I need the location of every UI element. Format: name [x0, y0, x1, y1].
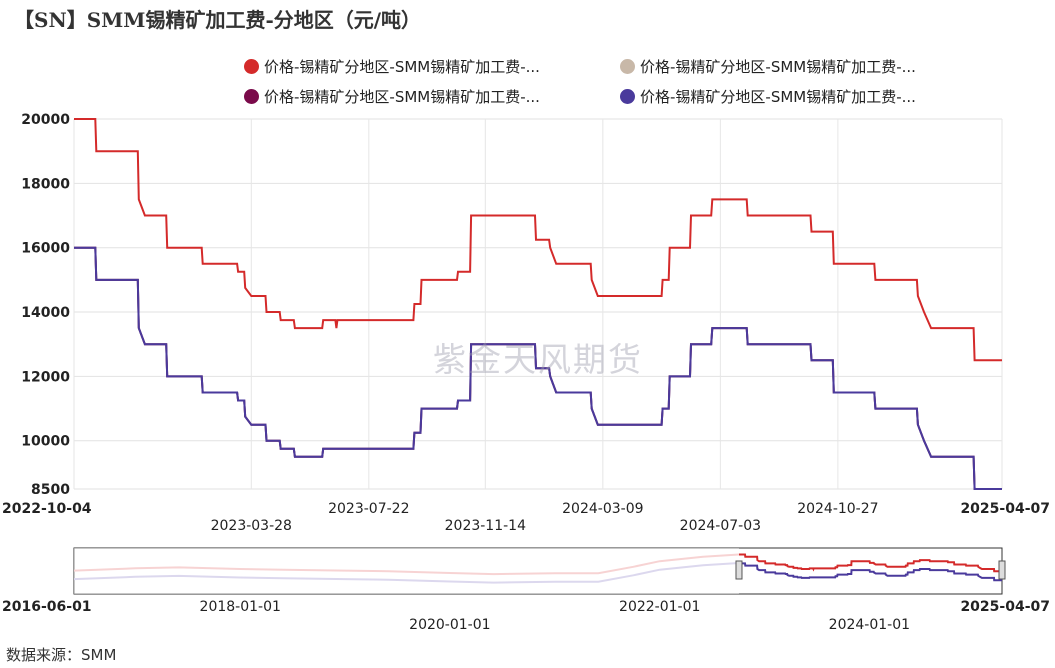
- chart-title: 【SN】SMM锡精矿加工费-分地区（元/吨）: [14, 8, 422, 32]
- y-tick-label: 18000: [21, 176, 70, 192]
- legend-marker-series-1: [244, 59, 259, 74]
- navigator-series-line-4: [739, 562, 1002, 582]
- watermark: 紫金天风期货: [433, 340, 643, 379]
- x-tick-label: 2024-07-03: [680, 518, 761, 534]
- x-tick-label: 2024-03-09: [562, 501, 643, 517]
- x-tick-label: 2022-10-04: [2, 501, 92, 517]
- legend-label-series-3: 价格-锡精矿分地区-SMM锡精矿加工费-...: [264, 88, 540, 106]
- legend-label-series-2: 价格-锡精矿分地区-SMM锡精矿加工费-...: [640, 58, 916, 76]
- navigator-unselected-mask: [74, 548, 739, 594]
- series-line-4: [74, 246, 1002, 490]
- legend-item-series-4[interactable]: 价格-锡精矿分地区-SMM锡精矿加工费-...: [620, 86, 916, 107]
- y-tick-label: 12000: [21, 369, 70, 385]
- legend-item-series-3[interactable]: 价格-锡精矿分地区-SMM锡精矿加工费-...: [244, 86, 540, 107]
- legend-item-series-1[interactable]: 价格-锡精矿分地区-SMM锡精矿加工费-...: [244, 56, 540, 77]
- navigator-handle-right: [998, 560, 1006, 580]
- y-tick-label: 10000: [21, 434, 70, 450]
- navigator-label: 2024-01-01: [829, 617, 910, 633]
- navigator-history-line-1: [73, 553, 740, 576]
- navigator-label: 2025-04-07: [960, 599, 1050, 615]
- legend-marker-series-2: [620, 59, 635, 74]
- source-label: 数据来源：SMM: [6, 646, 117, 664]
- series-line-1: [74, 118, 1002, 362]
- legend-label-series-1: 价格-锡精矿分地区-SMM锡精矿加工费-...: [264, 58, 540, 76]
- navigator-history-line-2: [73, 562, 740, 584]
- navigator-label: 2018-01-01: [200, 599, 281, 615]
- legend-item-series-2[interactable]: 价格-锡精矿分地区-SMM锡精矿加工费-...: [620, 56, 916, 77]
- legend-label-series-4: 价格-锡精矿分地区-SMM锡精矿加工费-...: [640, 88, 916, 106]
- navigator-label: 2022-01-01: [619, 599, 700, 615]
- x-tick-label: 2025-04-07: [960, 501, 1050, 517]
- navigator-label: 2016-06-01: [2, 599, 92, 615]
- x-tick-label: 2023-07-22: [328, 501, 409, 517]
- y-tick-label: 16000: [21, 241, 70, 257]
- y-tick-label: 20000: [21, 112, 70, 128]
- y-tick-label: 14000: [21, 305, 70, 321]
- legend-marker-series-4: [620, 89, 635, 104]
- x-tick-label: 2023-11-14: [445, 518, 526, 534]
- y-tick-label: 8500: [31, 482, 70, 498]
- legend: 价格-锡精矿分地区-SMM锡精矿加工费-... 价格-锡精矿分地区-SMM锡精矿…: [244, 56, 1044, 116]
- navigator-series-line-1: [739, 553, 1002, 573]
- x-tick-label: 2024-10-27: [797, 501, 878, 517]
- x-tick-label: 2023-03-28: [211, 518, 292, 534]
- navigator-label: 2020-01-01: [409, 617, 490, 633]
- navigator-handle-left: [735, 560, 743, 580]
- legend-marker-series-3: [244, 89, 259, 104]
